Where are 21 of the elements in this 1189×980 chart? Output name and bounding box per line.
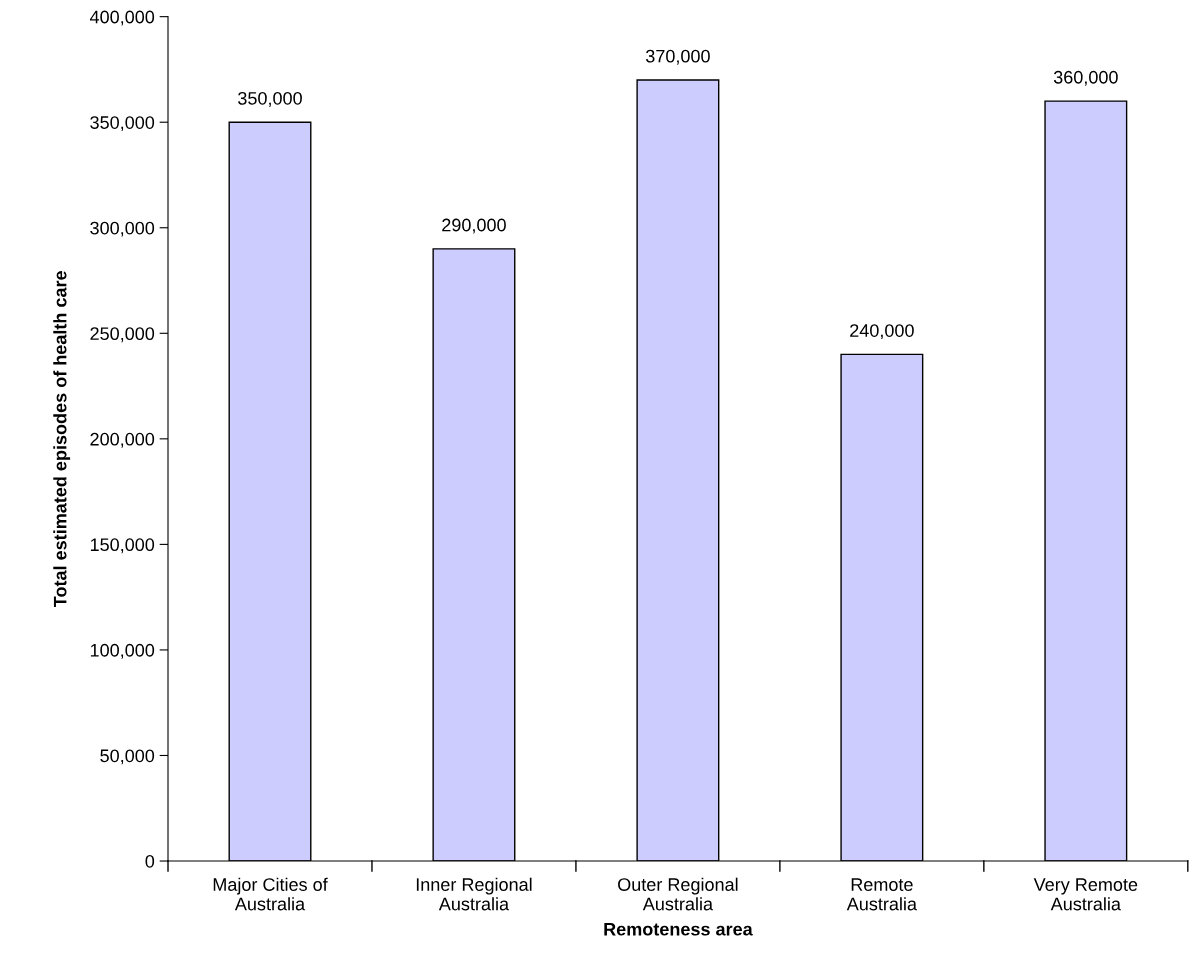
data-label: 350,000 — [238, 91, 302, 107]
y-axis-title: Total estimated episodes of health care — [53, 271, 71, 608]
y-tick-label: 100,000 — [90, 643, 155, 659]
x-tick-label: Outer Regional Australia — [618, 877, 738, 911]
y-tick-label: 50,000 — [100, 749, 155, 765]
x-tick-label: Major Cities of Australia — [213, 877, 328, 911]
data-label: 290,000 — [442, 218, 506, 234]
y-tick-label: 200,000 — [90, 432, 155, 448]
data-label: 370,000 — [645, 49, 710, 65]
y-tick-label: 150,000 — [90, 538, 155, 554]
x-tick-label: Very Remote Australia — [1033, 878, 1138, 911]
data-label: 240,000 — [850, 324, 914, 340]
data-label: 360,000 — [1053, 70, 1118, 86]
y-tick-label: 350,000 — [90, 116, 155, 132]
y-tick-label: 400,000 — [89, 10, 155, 26]
y-tick-label: 0 — [145, 854, 155, 868]
x-tick-label: Inner Regional Australia — [416, 877, 532, 911]
x-axis-title: Remoteness area — [604, 922, 753, 936]
x-tick-label: Remote Australia — [846, 878, 917, 911]
y-tick-label: 250,000 — [90, 327, 155, 343]
y-tick-label: 300,000 — [90, 221, 155, 237]
